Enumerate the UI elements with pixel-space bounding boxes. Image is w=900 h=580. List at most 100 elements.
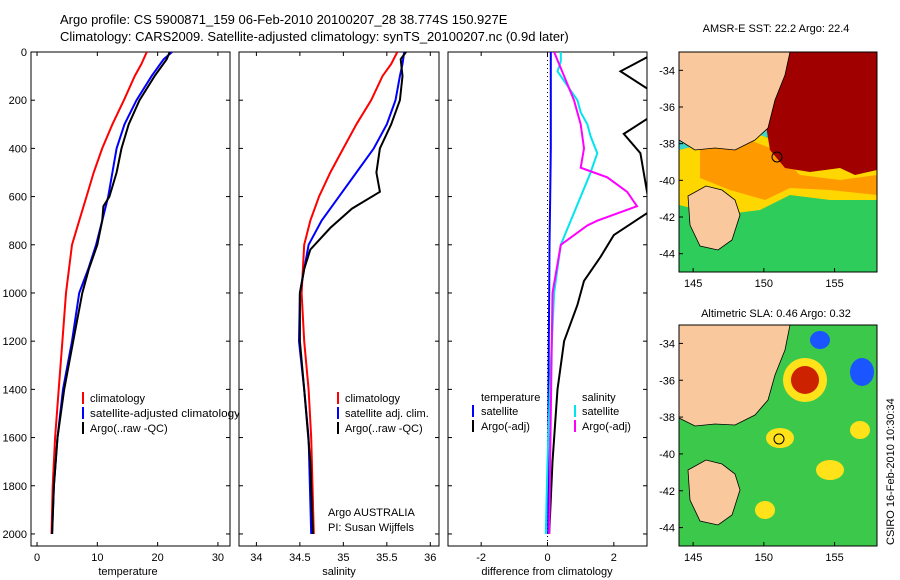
y-tick-label: 0 — [21, 47, 27, 59]
y-tick-label: 2000 — [3, 529, 27, 541]
legend-salinity-title: salinity — [582, 392, 616, 404]
map-y-tick-label: -42 — [659, 212, 675, 224]
sla-tasmania — [687, 459, 741, 526]
y-tick-label: 1400 — [3, 384, 27, 396]
map-y-tick-label: -36 — [659, 375, 675, 387]
salinity-ticks: 34 34.5 35 35.5 36 — [239, 51, 439, 564]
y-tick-label: 600 — [9, 192, 27, 204]
y-tick-label: 800 — [9, 240, 27, 252]
sla-low-2 — [850, 358, 874, 386]
legend-backing-2 — [570, 388, 640, 438]
sla-mainland — [679, 325, 791, 427]
sst-map-ticks: 145 150 155 -34 -36 -38 -40 -42 -44 — [659, 65, 844, 290]
salinity-panel: 34 34.5 35 35.5 36 salinity climatology sate… — [238, 51, 440, 578]
temperature-x-label: temperature — [98, 566, 157, 578]
sla-map-panel: Altimetric SLA: 0.46 Argo: 0.32 145 150 15… — [659, 308, 878, 564]
legend-sal-satellite: satellite — [582, 406, 619, 418]
x-tick-label: 30 — [212, 552, 224, 564]
difference-x-label: difference from climatology — [481, 566, 613, 578]
legend-temp-satellite: satellite — [481, 406, 518, 418]
legend-satellite-adj: satellite adj. clim. — [345, 408, 429, 420]
series-line-argo-adj- — [548, 52, 639, 535]
sla-map-frame — [678, 324, 878, 547]
sla-high-2 — [816, 460, 844, 480]
salinity-legend: climatology satellite adj. clim. Argo(..… — [337, 392, 429, 435]
x-tick-label: -2 — [476, 552, 486, 564]
map-x-tick-label: 150 — [755, 552, 773, 564]
sst-orange-band — [700, 138, 877, 200]
temperature-ticks: 0 10 20 30 0 200 400 600 800 1000 1200 1400 1600 1800… — [3, 47, 230, 564]
sla-eddy-core — [791, 366, 819, 394]
legend-temp-argo: Argo(-adj) — [481, 421, 530, 433]
map-y-tick-label: -34 — [659, 338, 675, 350]
map-y-tick-label: -38 — [659, 139, 675, 151]
x-tick-label: 10 — [91, 552, 103, 564]
x-tick-label: 2 — [611, 552, 617, 564]
sla-profile-marker — [773, 433, 785, 445]
legend-sal-argo: Argo(-adj) — [582, 421, 631, 433]
map-x-tick-label: 150 — [755, 278, 773, 290]
map-y-tick-label: -40 — [659, 175, 675, 187]
header-line-1: Argo profile: CS 5900871_159 06-Feb-2010… — [60, 12, 508, 27]
difference-ticks: -2 0 2 — [448, 51, 647, 564]
header-line-2: Climatology: CARS2009. Satellite-adjuste… — [60, 29, 569, 44]
map-y-tick-label: -42 — [659, 486, 675, 498]
y-tick-label: 200 — [9, 95, 27, 107]
map-y-tick-label: -34 — [659, 65, 675, 77]
legend-argo: Argo(..raw -QC) — [90, 423, 168, 435]
annotation-pi: PI: Susan Wijffels — [328, 522, 414, 534]
x-tick-label: 34.5 — [289, 552, 310, 564]
map-y-tick-label: -36 — [659, 102, 675, 114]
x-tick-label: 0 — [34, 552, 40, 564]
legend-temperature-title: temperature — [481, 392, 540, 404]
map-x-tick-label: 145 — [684, 278, 702, 290]
legend-argo: Argo(..raw -QC) — [345, 423, 423, 435]
map-y-tick-label: -44 — [659, 523, 675, 535]
legend-climatology: climatology — [90, 393, 146, 405]
sst-mainland — [679, 52, 791, 151]
x-tick-label: 34 — [250, 552, 262, 564]
sst-map-image — [679, 52, 877, 272]
sla-high-1 — [766, 428, 794, 448]
legend-climatology: climatology — [345, 393, 401, 405]
x-tick-label: 20 — [152, 552, 164, 564]
y-tick-label: 400 — [9, 143, 27, 155]
sla-map-image — [679, 325, 877, 546]
map-x-tick-label: 155 — [825, 278, 843, 290]
credit-text: CSIRO 16-Feb-2010 10:30:34 — [885, 398, 897, 545]
map-y-tick-label: -40 — [659, 449, 675, 461]
sst-warm-core — [765, 52, 877, 175]
x-tick-label: 36 — [424, 552, 436, 564]
temperature-legend: climatology satellite-adjusted climatolo… — [82, 392, 241, 435]
difference-legend: temperature satellite Argo(-adj) salinit… — [470, 388, 640, 438]
sst-map-frame — [678, 51, 878, 273]
series-line-climatology — [300, 52, 399, 535]
series-line-satellite — [544, 52, 599, 535]
sla-map-ticks: 145 150 155 -34 -36 -38 -40 -42 -44 — [659, 338, 844, 564]
legend-backing — [470, 388, 546, 438]
sst-map-title: AMSR-E SST: 22.2 Argo: 22.4 — [703, 23, 850, 35]
sla-high-4 — [850, 421, 870, 439]
y-tick-label: 1000 — [3, 288, 27, 300]
salinity-lines — [297, 52, 407, 535]
y-tick-label: 1200 — [3, 336, 27, 348]
sla-map-title: Altimetric SLA: 0.46 Argo: 0.32 — [701, 308, 851, 320]
difference-lines — [544, 52, 647, 535]
salinity-axes-frame — [238, 51, 440, 547]
temperature-axes-frame — [30, 51, 231, 547]
x-tick-label: 35 — [337, 552, 349, 564]
annotation-argo-australia: Argo AUSTRALIA — [328, 507, 415, 519]
difference-panel: -2 0 2 difference from climatology tempera… — [447, 51, 648, 578]
sla-low-1 — [810, 331, 830, 349]
x-tick-label: 0 — [544, 552, 550, 564]
sst-profile-marker — [771, 151, 783, 163]
legend-satellite-adjusted: satellite-adjusted climatology — [90, 408, 241, 420]
map-x-tick-label: 145 — [684, 552, 702, 564]
series-line-climatology — [50, 52, 148, 535]
map-y-tick-label: -44 — [659, 249, 675, 261]
sla-high-3 — [755, 501, 775, 519]
y-tick-label: 1800 — [3, 481, 27, 493]
temperature-panel: 0 10 20 30 0 200 400 600 800 1000 1200 1400 1600 1800… — [3, 47, 241, 578]
map-y-tick-label: -38 — [659, 412, 675, 424]
